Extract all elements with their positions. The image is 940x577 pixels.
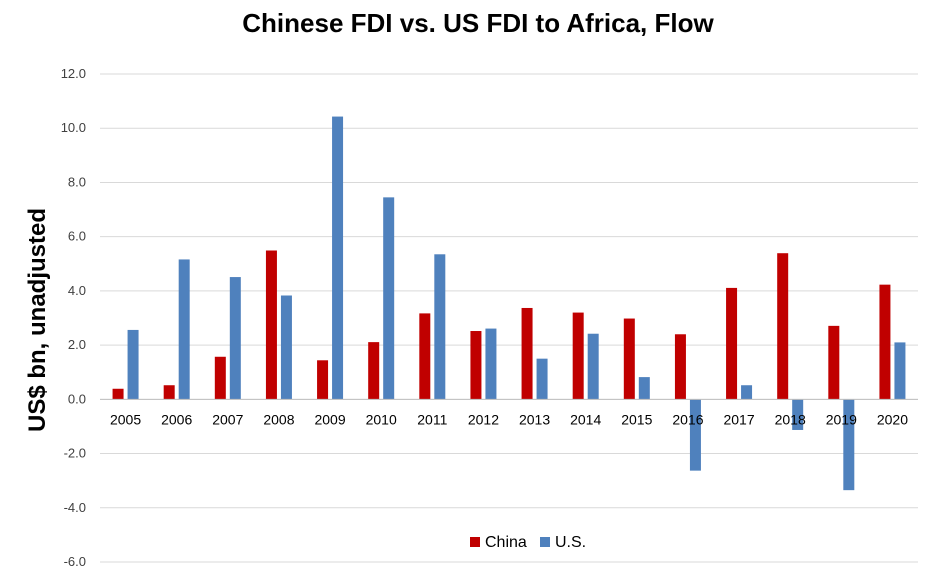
y-tick-label: 2.0 [68,337,86,352]
bar-china-2007 [214,356,226,400]
x-tick-label: 2005 [110,411,141,427]
bar-us-2019 [843,399,855,491]
x-tick-label: 2018 [775,411,806,427]
bar-china-2016 [674,334,686,400]
legend-swatch-us [540,537,550,547]
bar-us-2020 [894,342,906,400]
bar-china-2013 [521,307,533,400]
x-tick-label: 2020 [877,411,908,427]
bar-us-2016 [689,399,701,471]
y-tick-label: 4.0 [68,283,86,298]
bar-us-2005 [127,329,139,400]
x-tick-label: 2008 [263,411,294,427]
y-tick-label: 12.0 [61,66,86,81]
x-tick-label: 2007 [212,411,243,427]
bar-china-2017 [726,287,738,400]
x-tick-label: 2012 [468,411,499,427]
legend: China U.S. [470,534,586,551]
y-tick-label: -4.0 [64,500,86,515]
bar-us-2010 [383,197,395,400]
bar-china-2020 [879,284,891,400]
x-tick-label: 2017 [723,411,754,427]
bar-china-2006 [163,385,175,400]
bar-china-2014 [572,312,584,400]
bar-us-2007 [229,277,241,400]
bar-china-2011 [419,313,431,400]
bar-china-2019 [828,325,840,400]
x-tick-label: 2010 [366,411,397,427]
bar-us-2009 [332,116,344,400]
bar-china-2010 [368,342,380,400]
x-tick-label: 2019 [826,411,857,427]
bar-us-2015 [638,377,650,400]
bar-us-2008 [280,295,292,400]
x-axis-ticks: 2005 2006 2007 2008 2009 2010 2011 2012 2013 2014… [110,411,908,427]
chart-title: Chinese FDI vs. US FDI to Africa, Flow [242,8,714,38]
x-tick-label: 2006 [161,411,192,427]
y-tick-label: 0.0 [68,391,86,406]
bar-us-2018 [792,399,804,430]
bar-us-2011 [434,254,446,400]
bar-china-2018 [777,253,789,400]
x-tick-label: 2014 [570,411,601,427]
y-axis-ticks: 12.0 10.0 8.0 6.0 4.0 2.0 0.0 -2.0 -4.0 -6.0 [61,66,86,569]
y-axis-label: US$ bn, unadjusted [24,208,51,432]
bar-us-2013 [536,358,548,400]
bar-china-2012 [470,331,482,400]
legend-label-china: China [485,534,527,551]
x-tick-label: 2015 [621,411,652,427]
y-tick-label: 10.0 [61,120,86,135]
x-tick-label: 2009 [314,411,345,427]
x-tick-label: 2016 [672,411,703,427]
bar-us-2017 [741,385,753,400]
bar-us-2014 [587,333,599,400]
bar-china-2005 [112,388,124,400]
legend-label-us: U.S. [555,534,586,551]
x-tick-label: 2013 [519,411,550,427]
bars [112,116,906,491]
y-tick-label: -6.0 [64,554,86,569]
bar-us-2006 [178,259,190,400]
bar-china-2009 [317,360,329,400]
y-tick-label: 8.0 [68,174,86,189]
y-tick-label: -2.0 [64,446,86,461]
gridlines [100,73,918,563]
y-tick-label: 6.0 [68,229,86,244]
bar-china-2008 [265,250,277,400]
legend-swatch-china [470,537,480,547]
x-tick-label: 2011 [417,411,447,427]
bar-china-2015 [623,318,635,400]
bar-us-2012 [485,328,497,400]
